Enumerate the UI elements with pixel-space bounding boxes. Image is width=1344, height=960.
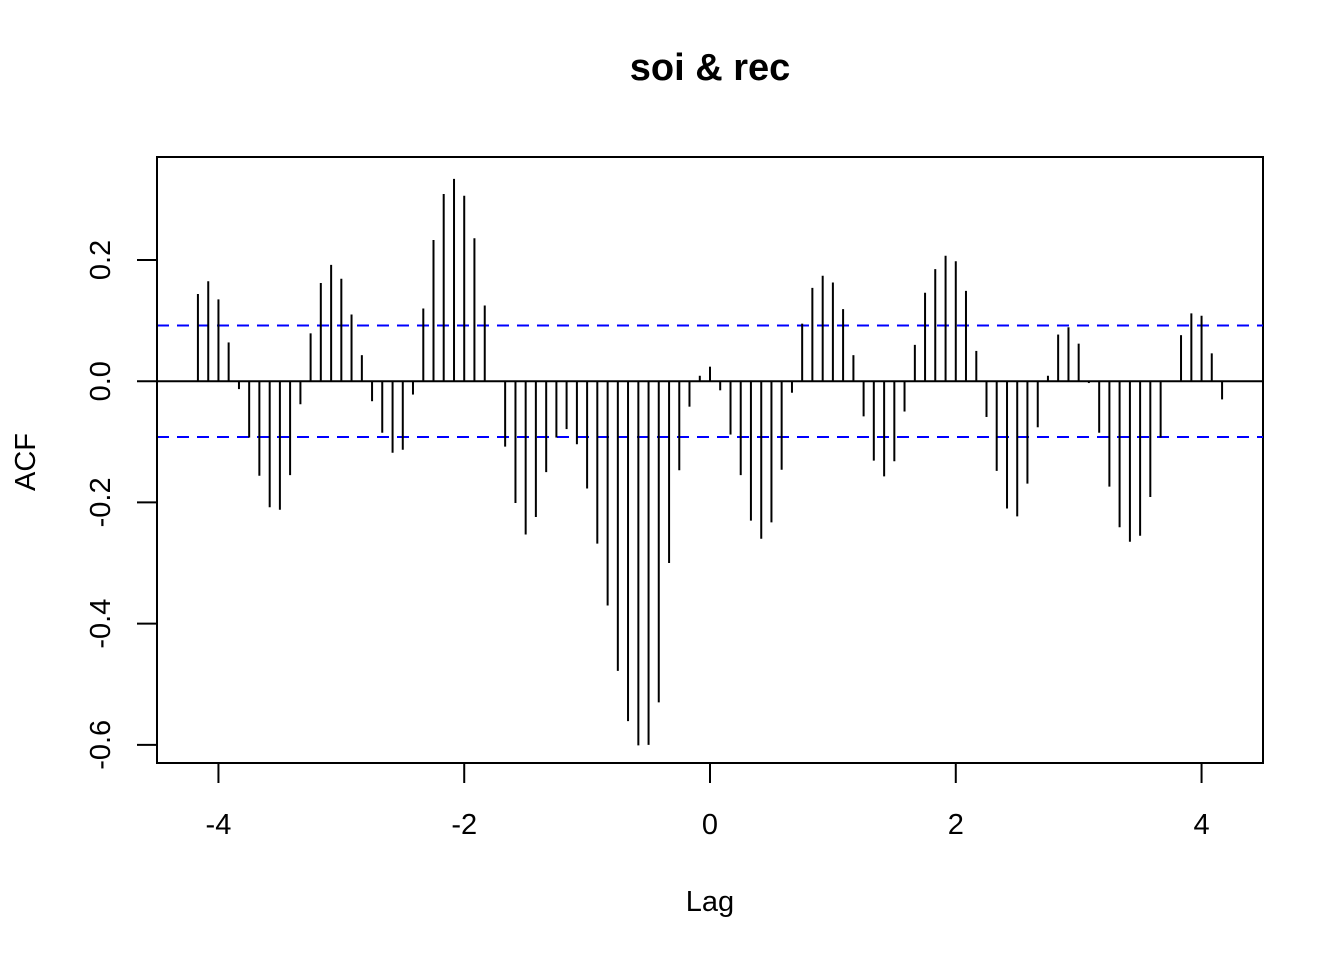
y-tick-label: -0.6	[85, 720, 117, 770]
acf-bars	[196, 178, 1224, 746]
y-axis-label: ACF	[10, 433, 42, 491]
x-tick-label: -2	[451, 809, 477, 841]
plot-frame	[156, 156, 1264, 764]
y-tick-label: 0.2	[85, 240, 117, 280]
y-axis: -0.6 -0.4 -0.2 0.0 0.2	[85, 240, 158, 770]
x-tick-label: 2	[948, 809, 964, 841]
x-tick-label: 4	[1193, 809, 1209, 841]
y-tick-label: 0.0	[85, 361, 117, 401]
x-tick-label: -4	[206, 809, 232, 841]
x-axis-label: Lag	[686, 886, 734, 918]
plot-area	[156, 156, 1264, 764]
chart-title: soi & rec	[630, 47, 791, 89]
x-tick-label: 0	[702, 809, 718, 841]
x-axis: -4 -2 0 2 4	[206, 762, 1210, 841]
y-tick-label: -0.4	[85, 599, 117, 649]
y-tick-label: -0.2	[85, 477, 117, 527]
